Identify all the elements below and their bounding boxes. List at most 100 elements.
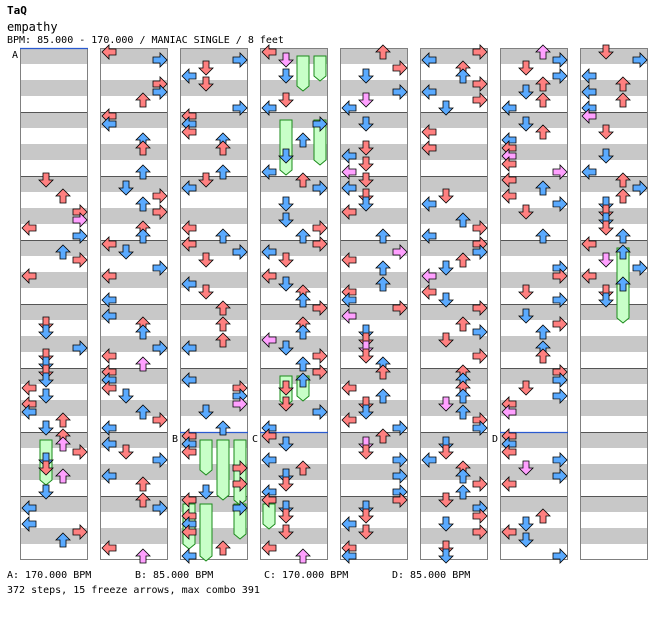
beat-stripe [580, 368, 648, 384]
left-arrow-note [261, 100, 277, 116]
left-arrow-note [501, 524, 517, 540]
down-arrow-note [38, 372, 54, 388]
up-arrow-note [215, 420, 231, 436]
down-arrow-note [278, 524, 294, 540]
left-arrow-note [181, 372, 197, 388]
right-arrow-note [552, 164, 568, 180]
beat-stripe [260, 176, 328, 192]
freeze-arrow [233, 503, 247, 540]
bpm-marker-label: A [12, 50, 18, 61]
beat-stripe [340, 48, 408, 64]
down-arrow-note [438, 444, 454, 460]
chart-info: BPM: 85.000 - 170.000 / MANIAC SINGLE / … [7, 35, 284, 46]
down-arrow-note [278, 436, 294, 452]
right-arrow-note [472, 300, 488, 316]
down-arrow-note [358, 444, 374, 460]
beat-stripe [500, 48, 568, 64]
right-arrow-note [392, 84, 408, 100]
right-arrow-note [232, 100, 248, 116]
down-arrow-note [278, 396, 294, 412]
down-arrow-note [38, 172, 54, 188]
down-arrow-note [358, 156, 374, 172]
right-arrow-note [392, 420, 408, 436]
beat-stripe [340, 240, 408, 256]
beat-stripe [420, 368, 488, 384]
freeze-arrow [313, 119, 327, 166]
beat-stripe [20, 208, 88, 224]
left-arrow-note [581, 164, 597, 180]
right-arrow-note [312, 180, 328, 196]
right-arrow-note [472, 76, 488, 92]
down-arrow-note [438, 188, 454, 204]
beat-stripe [500, 336, 568, 352]
left-arrow-note [341, 204, 357, 220]
down-arrow-note [278, 468, 294, 484]
down-arrow-note [198, 76, 214, 92]
left-arrow-note [261, 492, 277, 508]
beat-stripe [180, 400, 248, 416]
left-arrow-note [341, 308, 357, 324]
right-arrow-note [472, 44, 488, 60]
left-arrow-note [181, 236, 197, 252]
down-arrow-note [438, 332, 454, 348]
right-arrow-note [312, 404, 328, 420]
beat-stripe [420, 272, 488, 288]
left-arrow-note [101, 348, 117, 364]
beat-stripe [260, 272, 328, 288]
up-arrow-note [55, 188, 71, 204]
left-arrow-note [421, 196, 437, 212]
down-arrow-note [598, 252, 614, 268]
beat-stripe [260, 112, 328, 128]
up-arrow-note [455, 484, 471, 500]
left-arrow-note [501, 172, 517, 188]
right-arrow-note [472, 420, 488, 436]
down-arrow-note [278, 340, 294, 356]
beat-stripe [340, 336, 408, 352]
left-arrow-note [181, 524, 197, 540]
beat-stripe [580, 272, 648, 288]
left-arrow-note [181, 548, 197, 564]
down-arrow-note [358, 340, 374, 356]
beat-stripe [420, 112, 488, 128]
right-arrow-note [152, 84, 168, 100]
up-arrow-note [375, 44, 391, 60]
beat-stripe [580, 240, 648, 256]
beat-stripe [20, 272, 88, 288]
chart-column [100, 48, 168, 560]
beat-stripe [180, 80, 248, 96]
left-arrow-note [421, 284, 437, 300]
left-arrow-note [421, 268, 437, 284]
beat-stripe [500, 528, 568, 544]
down-arrow-note [518, 460, 534, 476]
down-arrow-note [598, 220, 614, 236]
down-arrow-note [598, 148, 614, 164]
down-arrow-note [118, 244, 134, 260]
up-arrow-note [455, 68, 471, 84]
right-arrow-note [232, 476, 248, 492]
left-arrow-note [21, 220, 37, 236]
beat-stripe [100, 48, 168, 64]
left-arrow-note [341, 380, 357, 396]
right-arrow-note [152, 204, 168, 220]
left-arrow-note [341, 164, 357, 180]
right-arrow-note [152, 260, 168, 276]
down-arrow-note [38, 460, 54, 476]
down-arrow-note [358, 196, 374, 212]
right-arrow-note [552, 468, 568, 484]
beat-stripe [260, 496, 328, 512]
left-arrow-note [341, 180, 357, 196]
down-arrow-note [198, 284, 214, 300]
right-arrow-note [552, 68, 568, 84]
beat-stripe [500, 432, 568, 448]
down-arrow-note [518, 204, 534, 220]
right-arrow-note [632, 52, 648, 68]
right-arrow-note [152, 188, 168, 204]
beat-stripe [500, 464, 568, 480]
beat-stripe [100, 496, 168, 512]
up-arrow-note [55, 436, 71, 452]
beat-stripe [340, 432, 408, 448]
down-arrow-note [38, 316, 54, 332]
up-arrow-note [615, 228, 631, 244]
up-arrow-note [375, 228, 391, 244]
beat-stripe [260, 240, 328, 256]
